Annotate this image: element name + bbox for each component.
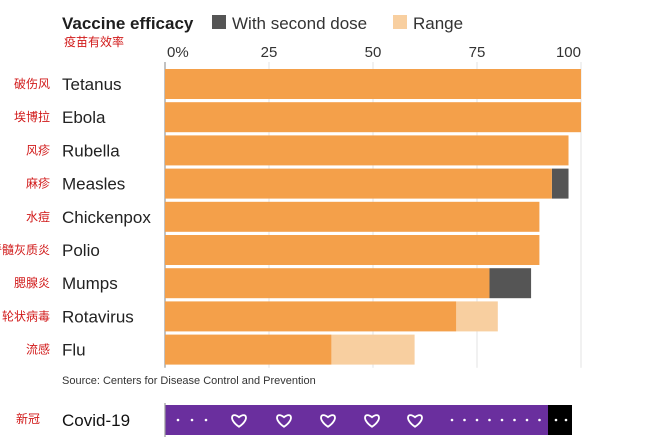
covid-dot (463, 418, 466, 422)
category-label-cn: 水痘 (26, 209, 50, 224)
x-tick-label: 75 (469, 44, 486, 61)
heart-icon (364, 414, 380, 428)
category-label: Polio (62, 241, 100, 260)
category-label: Chickenpox (62, 208, 151, 227)
x-tick-label: 25 (261, 44, 278, 61)
x-tick-label: 0% (167, 44, 189, 61)
covid-dot (554, 418, 558, 422)
category-label: Mumps (62, 274, 118, 293)
bar-efficacy (165, 102, 581, 133)
category-label-cn: 麻疹 (26, 176, 50, 191)
category-label-cn: 轮状病毒 (2, 308, 50, 323)
category-label-cn: 破伤风 (14, 76, 50, 91)
bar-range (331, 334, 415, 365)
bar-efficacy (165, 235, 540, 265)
chart-subtitle-cn: 疫苗有效率 (64, 34, 124, 49)
bar-efficacy (165, 135, 569, 166)
bar-layer (165, 69, 581, 365)
category-label: Flu (62, 341, 86, 360)
covid-bar-end (548, 405, 572, 435)
bar-efficacy (165, 201, 540, 232)
category-label: Measles (62, 175, 125, 194)
x-tick-label: 50 (365, 44, 382, 61)
covid-dot (488, 418, 491, 422)
bar-second-dose (551, 168, 569, 199)
covid-dot (450, 418, 454, 422)
heart-icon (407, 414, 423, 428)
category-label: Rubella (62, 141, 120, 160)
label-layer: 破伤风 Tetanus 埃博拉 Ebola 风疹 Rubella 麻疹 Measles 水痘 Ch… (0, 75, 151, 360)
source-note: Source: Centers for Disease Control and … (62, 375, 316, 387)
covid-dot (538, 418, 541, 422)
heart-icon (320, 414, 336, 428)
bar-second-dose (489, 268, 532, 299)
legend-label-range: Range (413, 14, 463, 33)
covid-dot (525, 418, 529, 422)
bar-efficacy (165, 69, 581, 99)
x-tick-label: 100 (556, 44, 581, 61)
category-label-cn: 脊髓灰质炎 (0, 243, 50, 257)
tick-layer: 0% 25 50 75 100 (167, 44, 581, 61)
category-label: Rotavirus (62, 307, 134, 326)
category-label-cn: 风疹 (26, 142, 50, 157)
legend-swatch-second-dose (212, 15, 226, 29)
bar-efficacy (165, 301, 457, 332)
heart-icon (231, 414, 247, 428)
legend-swatch-range (393, 15, 407, 29)
covid-bar-fill (165, 405, 548, 435)
covid-dot (204, 418, 208, 422)
category-label-cn: 埃博拉 (14, 109, 50, 124)
legend-label-second-dose: With second dose (232, 14, 367, 33)
covid-dot (564, 418, 568, 422)
covid-label-cn: 新冠 (16, 411, 40, 426)
covid-dot (190, 418, 194, 422)
category-label: Tetanus (62, 75, 122, 94)
bar-efficacy (165, 334, 332, 365)
covid-label: Covid-19 (62, 411, 130, 430)
bar-range (456, 301, 498, 332)
covid-dot (176, 418, 180, 422)
category-label-cn: 流感 (26, 342, 50, 357)
covid-bar (164, 403, 572, 437)
covid-dot (500, 418, 504, 422)
bar-efficacy (165, 268, 490, 299)
category-label-cn: 腮腺炎 (14, 276, 50, 290)
heart-icon (276, 414, 292, 428)
category-label: Ebola (62, 108, 106, 127)
bar-efficacy (165, 168, 552, 199)
chart-title: Vaccine efficacy (62, 14, 194, 33)
covid-dot (475, 418, 479, 422)
covid-dot (513, 418, 516, 422)
